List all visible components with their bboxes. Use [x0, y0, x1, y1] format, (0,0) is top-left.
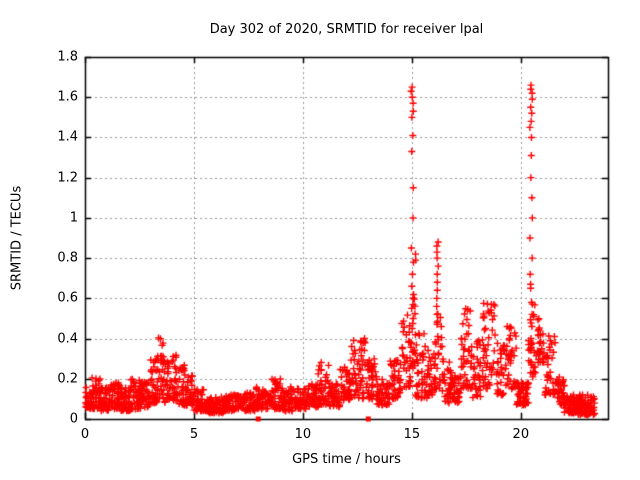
x-tick-label: 20	[512, 427, 530, 442]
y-tick-label: 1.4	[57, 129, 78, 145]
y-tick-label: 1.6	[57, 89, 78, 105]
x-axis-label: GPS time / hours	[292, 452, 401, 467]
y-tick-label: 1.2	[57, 170, 78, 186]
y-tick-label: 0.8	[57, 250, 78, 266]
x-tick-label: 0	[80, 427, 90, 442]
y-tick-label: 0.4	[57, 331, 78, 347]
chart-title: Day 302 of 2020, SRMTID for receiver lpa…	[209, 22, 484, 37]
y-tick-label: 1	[69, 210, 78, 226]
y-tick-label: 0.6	[57, 290, 78, 306]
x-tick-label: 5	[189, 427, 199, 442]
x-tick-label: 10	[294, 427, 312, 442]
y-axis-label: SRMTID / TECUs	[9, 185, 25, 291]
y-tick-label: 1.8	[57, 49, 78, 65]
y-tick-label: 0.2	[57, 371, 78, 387]
y-tick-label: 0	[69, 411, 78, 427]
x-tick-label: 15	[403, 427, 421, 442]
